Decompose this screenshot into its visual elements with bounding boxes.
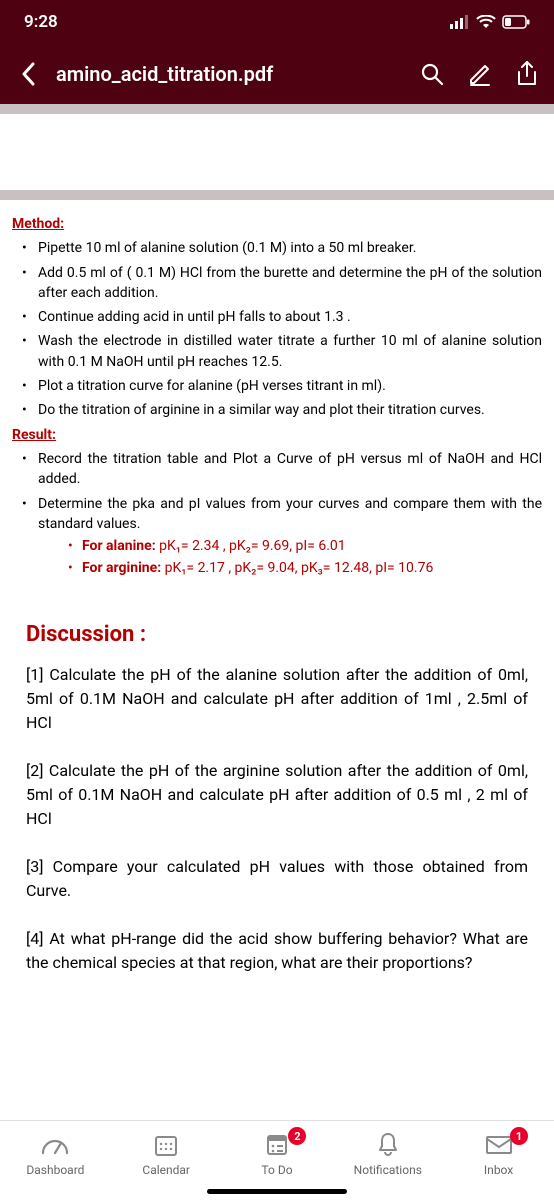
arginine-values: For arginine: pK₁= 2.17 , pK₂= 9.04, pK₃… (38, 558, 542, 578)
standard-values-list: For alanine: pK₁= 2.34 , pK₂= 9.69, pI= … (38, 536, 542, 579)
discussion-q2: [2] Calculate the pH of the arginine sol… (26, 759, 528, 831)
document-body: Method: Pipette 10 ml of alanine solutio… (0, 200, 554, 1007)
todo-icon (263, 1131, 291, 1159)
discussion-q4: [4] At what pH-range did the acid show b… (26, 927, 528, 975)
document-title: amino_acid_titration.pdf (56, 62, 404, 86)
nav-dashboard[interactable]: Dashboard (0, 1131, 111, 1177)
battery-icon (502, 15, 530, 29)
result-item: Determine the pka and pI values from you… (12, 494, 542, 579)
nav-label: To Do (261, 1163, 292, 1177)
nav-notifications[interactable]: Notifications (332, 1131, 443, 1177)
calendar-icon (152, 1131, 180, 1159)
annotate-icon[interactable] (468, 62, 492, 86)
search-icon[interactable] (420, 62, 444, 86)
cellular-icon (450, 15, 470, 29)
title-bar: amino_acid_titration.pdf (0, 44, 554, 104)
alanine-vals: pK₁= 2.34 , pK₂= 9.69, pI= 6.01 (156, 538, 346, 554)
result-item: Record the titration table and Plot a Cu… (12, 449, 542, 490)
discussion-heading: Discussion : (26, 619, 528, 651)
status-bar: 9:28 (0, 0, 554, 44)
method-item: Add 0.5 ml of ( 0.1 M) HCl from the bure… (12, 263, 542, 304)
discussion-q3: [3] Compare your calculated pH values wi… (26, 855, 528, 903)
back-button[interactable] (16, 62, 40, 86)
method-item: Continue adding acid in until pH falls t… (12, 307, 542, 327)
inbox-badge: 1 (510, 1127, 528, 1145)
arginine-vals: pK₁= 2.17 , pK₂= 9.04, pK₃= 12.48, pI= 1… (161, 560, 433, 576)
page-gap (0, 104, 554, 200)
home-indicator[interactable] (207, 1189, 347, 1194)
dashboard-icon (41, 1131, 69, 1159)
method-item: Pipette 10 ml of alanine solution (0.1 M… (12, 238, 542, 258)
discussion-q1: [1] Calculate the pH of the alanine solu… (26, 663, 528, 735)
status-right (450, 15, 530, 29)
mail-icon (485, 1131, 513, 1159)
result-list: Record the titration table and Plot a Cu… (12, 449, 542, 579)
status-time: 9:28 (24, 12, 58, 32)
result-heading: Result: (12, 425, 542, 445)
alanine-label: For alanine: (82, 538, 156, 554)
method-item: Do the titration of arginine in a simila… (12, 400, 542, 420)
result-item-text: Determine the pka and pI values from you… (38, 496, 542, 532)
method-list: Pipette 10 ml of alanine solution (0.1 M… (12, 238, 542, 420)
method-item: Wash the electrode in distilled water ti… (12, 331, 542, 372)
todo-badge: 2 (288, 1127, 306, 1145)
wifi-icon (476, 15, 496, 29)
method-heading: Method: (12, 214, 542, 234)
nav-label: Inbox (484, 1163, 513, 1177)
method-item: Plot a titration curve for alanine (pH v… (12, 376, 542, 396)
nav-label: Notifications (354, 1163, 422, 1177)
nav-todo[interactable]: 2 To Do (222, 1131, 333, 1177)
bottom-nav: Dashboard Calendar 2 To Do Notifications… (0, 1120, 554, 1200)
arginine-label: For arginine: (82, 560, 161, 576)
nav-label: Calendar (142, 1163, 190, 1177)
nav-inbox[interactable]: 1 Inbox (443, 1131, 554, 1177)
discussion-section: Discussion : [1] Calculate the pH of the… (12, 619, 542, 975)
nav-calendar[interactable]: Calendar (111, 1131, 222, 1177)
bell-icon (374, 1131, 402, 1159)
nav-label: Dashboard (26, 1163, 84, 1177)
share-icon[interactable] (516, 61, 538, 87)
title-actions (420, 61, 538, 87)
alanine-values: For alanine: pK₁= 2.34 , pK₂= 9.69, pI= … (38, 536, 542, 556)
